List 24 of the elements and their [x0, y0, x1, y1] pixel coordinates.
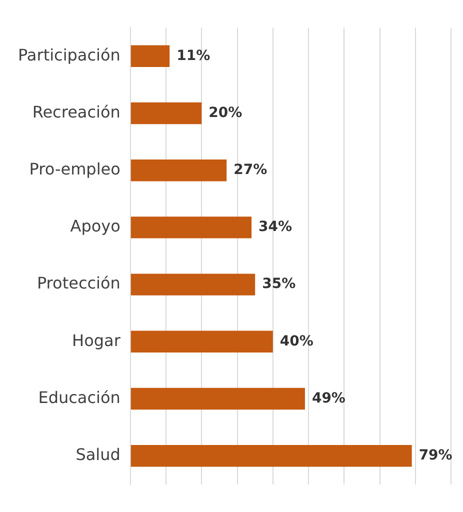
data-label: 35%: [262, 276, 296, 292]
data-label: 40%: [280, 333, 314, 350]
y-tick-label: Hogar: [72, 330, 121, 350]
bar: [130, 216, 252, 238]
data-label: 20%: [208, 104, 242, 121]
bar: [130, 160, 227, 182]
bar: [130, 330, 273, 352]
y-tick-label: Apoyo: [70, 216, 120, 236]
data-label: 27%: [234, 162, 268, 178]
bar: [130, 274, 256, 296]
y-tick-label: Pro-empleo: [29, 160, 120, 179]
y-tick-label: Protección: [36, 274, 120, 293]
bar: [130, 445, 412, 467]
data-label: 49%: [312, 390, 346, 406]
data-label: 79%: [418, 447, 452, 464]
y-tick-label: Salud: [76, 445, 120, 464]
bar: [130, 102, 202, 124]
data-label: 34%: [258, 219, 292, 236]
y-tick-label: Educación: [38, 388, 120, 407]
bar: [130, 45, 170, 67]
y-tick-label: Participación: [18, 45, 120, 64]
bar: [130, 388, 305, 410]
data-label: 11%: [176, 48, 210, 64]
y-tick-label: Recreación: [32, 102, 120, 122]
